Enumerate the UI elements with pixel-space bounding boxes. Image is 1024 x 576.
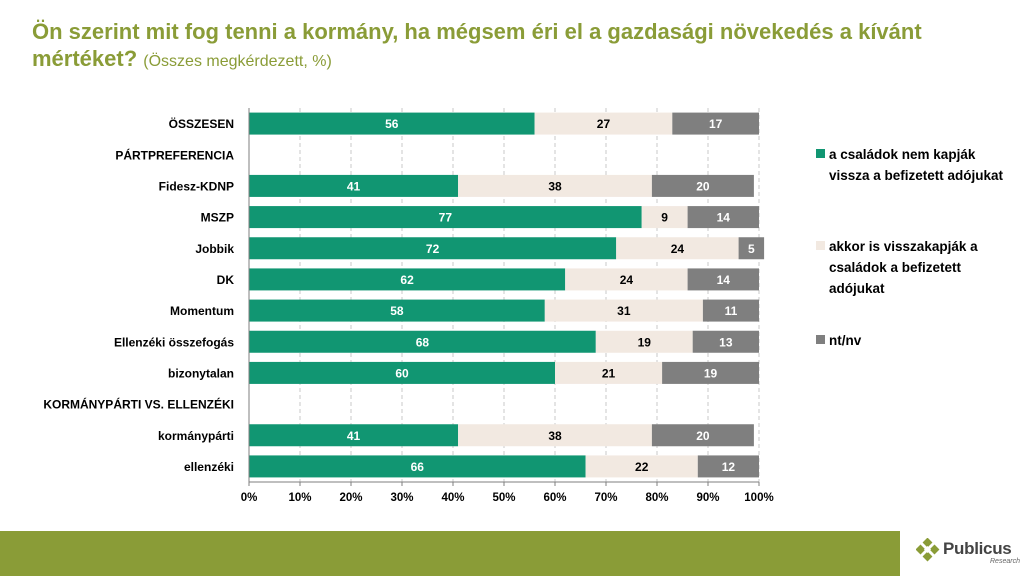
chart-subtitle: (Összes megkérdezett, %)	[143, 53, 332, 70]
x-tick-label: 30%	[390, 492, 413, 504]
data-label: 77	[439, 211, 453, 225]
category-label: DK	[217, 273, 235, 287]
x-tick-label: 40%	[441, 492, 464, 504]
chart-title-main: Ön szerint mit fog tenni a kormány, ha m…	[32, 19, 922, 71]
data-label: 11	[725, 304, 738, 318]
bar-segment	[662, 361, 759, 384]
data-label: 38	[548, 429, 562, 443]
data-label: 5	[748, 242, 755, 256]
data-label: 21	[602, 366, 616, 380]
data-label: 22	[635, 460, 649, 474]
data-label: 58	[390, 304, 404, 318]
data-label: 12	[722, 460, 736, 474]
bar-segment	[702, 299, 759, 322]
data-label: 9	[661, 211, 668, 225]
category-label: ÖSSZESEN	[169, 116, 234, 131]
bar-segment	[249, 424, 459, 447]
category-label: Ellenzéki összefogás	[114, 335, 234, 349]
data-label: 17	[709, 117, 723, 131]
x-tick-label: 90%	[696, 492, 719, 504]
bar-segment	[697, 455, 759, 478]
data-label: 20	[696, 179, 710, 193]
bar-segment	[687, 206, 759, 229]
bar-segment	[249, 455, 586, 478]
data-label: 20	[696, 429, 710, 443]
legend-swatch-series-3	[816, 335, 825, 344]
bar-segment	[651, 174, 754, 197]
data-label: 68	[416, 335, 430, 349]
x-tick-label: 100%	[744, 492, 773, 504]
bar-segment	[687, 268, 759, 291]
bar-segment	[585, 455, 698, 478]
data-label: 14	[717, 211, 731, 225]
data-label: 66	[411, 460, 425, 474]
bar-segment	[692, 330, 759, 353]
bar-segment	[249, 330, 596, 353]
legend-label-series-3: nt/nv	[829, 333, 862, 348]
x-tick-label: 80%	[645, 492, 668, 504]
x-tick-label: 50%	[492, 492, 515, 504]
bar-segment	[738, 237, 765, 260]
data-label: 31	[617, 304, 631, 318]
data-label: 19	[704, 366, 718, 380]
chart-title: Ön szerint mit fog tenni a kormány, ha m…	[32, 18, 992, 75]
category-label: ellenzéki	[184, 460, 234, 474]
data-label: 72	[426, 242, 440, 256]
data-label: 56	[385, 117, 399, 131]
legend-swatch-series-2	[816, 241, 825, 250]
x-tick-label: 60%	[543, 492, 566, 504]
footer-bar	[0, 531, 1024, 576]
data-label: 19	[638, 335, 652, 349]
bar-segment	[458, 424, 652, 447]
bar-segment	[249, 206, 642, 229]
x-tick-label: 70%	[594, 492, 617, 504]
publicus-logo-icon	[916, 538, 940, 562]
bar-segment	[565, 268, 688, 291]
category-label: PÁRTPREFERENCIA	[115, 147, 234, 162]
data-label: 24	[620, 273, 634, 287]
data-label: 62	[400, 273, 414, 287]
category-label: Momentum	[170, 304, 234, 318]
data-label: 38	[548, 179, 562, 193]
bar-segment	[672, 112, 759, 135]
category-label: kormánypárti	[158, 429, 234, 443]
bar-segment	[641, 206, 688, 229]
legend-swatch-series-1	[816, 149, 825, 158]
bar-segment	[458, 174, 652, 197]
bar-segment	[651, 424, 754, 447]
category-label: MSZP	[201, 211, 234, 225]
bar-segment	[249, 174, 459, 197]
category-label: bizonytalan	[168, 366, 234, 380]
x-tick-label: 20%	[339, 492, 362, 504]
data-label: 41	[347, 179, 361, 193]
bar-segment	[249, 299, 545, 322]
bar-segment	[249, 268, 566, 291]
data-label: 27	[597, 117, 611, 131]
category-label: Jobbik	[195, 242, 234, 256]
x-tick-label: 0%	[241, 492, 258, 504]
logo-subtext: Research	[990, 558, 1020, 565]
bar-segment	[544, 299, 703, 322]
category-label: KORMÁNYPÁRTI VS. ELLENZÉKI	[43, 397, 234, 412]
data-label: 41	[347, 429, 361, 443]
bar-segment	[249, 361, 555, 384]
data-label: 13	[719, 335, 733, 349]
logo-text: Publicus	[943, 539, 1012, 558]
bar-segment	[555, 361, 663, 384]
bar-segment	[534, 112, 673, 135]
bar-segment	[249, 237, 617, 260]
data-label: 60	[395, 366, 409, 380]
bar-segment	[249, 112, 535, 135]
category-label: Fidesz-KDNP	[159, 179, 234, 193]
bar-segment	[595, 330, 693, 353]
legend-label-series-2: akkor is visszakapják a családok a befiz…	[829, 239, 978, 296]
bar-segment	[616, 237, 739, 260]
x-tick-label: 10%	[288, 492, 311, 504]
data-label: 14	[717, 273, 731, 287]
data-label: 24	[671, 242, 685, 256]
legend-label-series-1: a családok nem kapják vissza a befizetet…	[829, 147, 1004, 183]
